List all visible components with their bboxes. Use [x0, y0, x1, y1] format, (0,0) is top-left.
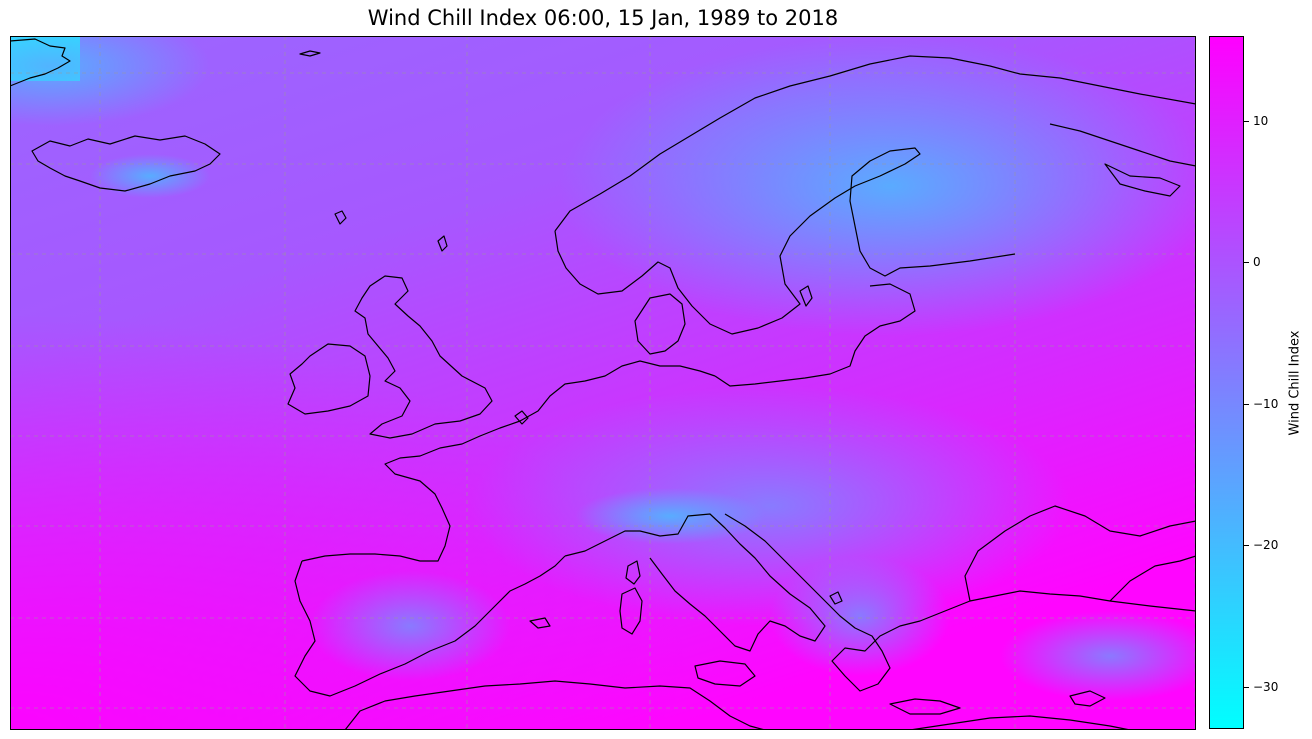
- coastline-italy: [564, 513, 826, 652]
- coastline-sardinia: [619, 587, 643, 635]
- colorbar-label: Wind Chill Index: [1287, 330, 1303, 436]
- cold-region-iberia: [310, 571, 510, 681]
- coastline-black-sea: [964, 505, 1196, 602]
- cold-region-alps: [575, 488, 765, 544]
- graticule: [10, 36, 1196, 730]
- coastline-balkans: [724, 513, 1196, 692]
- map-canvas: [10, 36, 1196, 730]
- cold-region-balkans: [770, 556, 950, 676]
- colorbar: [1209, 36, 1244, 729]
- colorbar-tick-label: 0: [1244, 255, 1261, 269]
- coastline-iberia: [294, 555, 566, 697]
- coastline-greenland: [10, 38, 71, 87]
- coastlines: [10, 38, 1196, 730]
- map-panel: [10, 36, 1196, 730]
- colorbar-tick-label: 10: [1244, 114, 1268, 128]
- cold-region-scandinavia: [560, 36, 1196, 336]
- colorbar-tick-label: −30: [1244, 680, 1278, 694]
- colorbar-tick-label: −20: [1244, 538, 1278, 552]
- cold-region-anatolia: [1000, 611, 1196, 701]
- coastline-denmark: [634, 293, 686, 355]
- map-frame: [10, 36, 1196, 730]
- coastline-iceland: [31, 135, 221, 192]
- coastline-ireland: [287, 343, 371, 415]
- cold-region-iceland: [90, 154, 210, 198]
- coastline-crete: [889, 698, 961, 715]
- map-title: Wind Chill Index 06:00, 15 Jan, 1989 to …: [367, 6, 839, 30]
- coastline-scandinavia: [554, 55, 1196, 232]
- coastline-north-sea: [301, 360, 716, 562]
- coastline-north-africa: [344, 680, 766, 730]
- coastline-sicily: [694, 660, 756, 687]
- colorbar-tick-label: −10: [1244, 397, 1278, 411]
- cold-region-central-europe: [470, 386, 1070, 626]
- coastline-great-britain: [354, 275, 493, 439]
